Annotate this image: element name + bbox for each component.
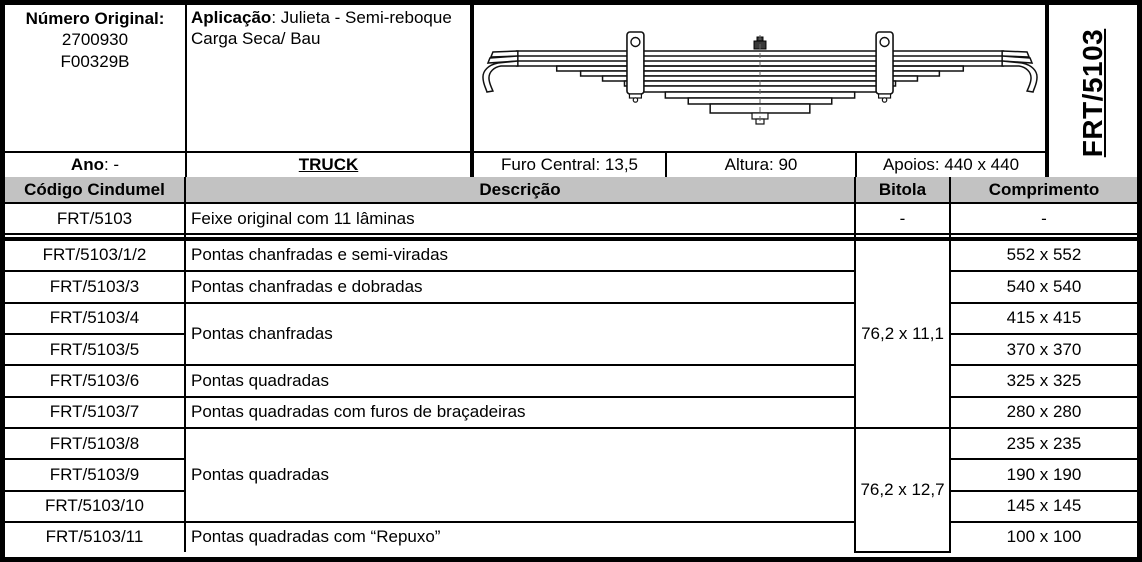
codigo-cell: FRT/5103: [5, 201, 186, 236]
comprimento-cell: 415 x 415: [949, 301, 1137, 336]
table-row: FRT/5103/5 370 x 370: [5, 332, 1137, 367]
bitola-cell: [854, 233, 951, 240]
comprimento-cell: 235 x 235: [949, 426, 1137, 461]
bitola-group-cell: 76,2 x 12,7: [854, 426, 951, 554]
leaf-spring-diagram-icon: [482, 31, 1038, 125]
original-number-label: Número Original:: [25, 9, 165, 28]
header-codigo: Código Cindumel: [5, 177, 186, 204]
original-number-cell: Número Original: 2700930 F00329B: [5, 5, 185, 151]
year-value: : -: [103, 155, 120, 174]
codigo-cell: FRT/5103/9: [5, 458, 186, 492]
descricao-cell: Pontas chanfradas e dobradas: [184, 270, 856, 304]
descricao-group-cell: Pontas chanfradas: [184, 301, 856, 367]
application-cell: Aplicação: Julieta - Semi-reboque Carga …: [187, 5, 470, 151]
leaf-spring-drawing: [472, 5, 1045, 151]
codigo-cell: [5, 233, 186, 240]
comprimento-cell: 100 x 100: [949, 520, 1137, 552]
comprimento-cell: 325 x 325: [949, 364, 1137, 398]
header-comprimento: Comprimento: [949, 177, 1137, 204]
codigo-cell: FRT/5103/10: [5, 489, 186, 523]
table-row: FRT/5103/1/2 Pontas chanfradas e semi-vi…: [5, 236, 1137, 429]
parts-table-wrap: Código Cindumel Descrição Bitola Comprim…: [5, 177, 1137, 554]
parts-table: Código Cindumel Descrição Bitola Comprim…: [5, 177, 1137, 554]
header-descricao: Descrição: [184, 177, 856, 204]
year-cell: Ano: -: [5, 153, 185, 177]
comprimento-cell: 280 x 280: [949, 395, 1137, 429]
original-number-value-1: 2700930: [61, 30, 129, 50]
table-row: FRT/5103/3 Pontas chanfradas e dobradas …: [5, 270, 1137, 304]
top-section: Número Original: 2700930 F00329B Aplicaç…: [5, 5, 1137, 177]
original-number-value-2: F00329B: [60, 51, 130, 71]
comprimento-cell: -: [949, 201, 1137, 236]
height-spec: Altura: 90: [667, 153, 855, 177]
codigo-cell: FRT/5103/8: [5, 426, 186, 461]
part-code-vertical: FRT/5103: [1077, 28, 1108, 158]
comprimento-cell: 370 x 370: [949, 332, 1137, 367]
table-header-row: Código Cindumel Descrição Bitola Comprim…: [5, 177, 1137, 204]
codigo-cell: FRT/5103/3: [5, 270, 186, 304]
center-hole-spec: Furo Central: 13,5: [472, 153, 665, 177]
header-bitola: Bitola: [854, 177, 951, 204]
table-row: FRT/5103/6 Pontas quadradas 325 x 325: [5, 364, 1137, 398]
codigo-cell: FRT/5103/7: [5, 395, 186, 429]
table-row: FRT/5103/9 190 x 190: [5, 458, 1137, 492]
descricao-group-cell: Pontas quadradas: [184, 426, 856, 523]
descricao-cell: [184, 233, 856, 240]
descricao-cell: Pontas quadradas com “Repuxo”: [184, 520, 856, 552]
codigo-cell: FRT/5103/1/2: [5, 236, 186, 273]
table-row: FRT/5103/10 145 x 145: [5, 489, 1137, 523]
descricao-cell: Pontas quadradas: [184, 364, 856, 398]
bitola-group-cell: 76,2 x 11,1: [854, 236, 951, 429]
table-row: FRT/5103/4 Pontas chanfradas 415 x 415: [5, 301, 1137, 367]
descricao-cell: Pontas chanfradas e semi-viradas: [184, 236, 856, 273]
table-row: FRT/5103/8 Pontas quadradas 76,2 x 12,7 …: [5, 426, 1137, 554]
codigo-cell: FRT/5103/11: [5, 520, 186, 552]
table-row: FRT/5103/11 Pontas quadradas com “Repuxo…: [5, 520, 1137, 552]
comprimento-cell: 145 x 145: [949, 489, 1137, 523]
comprimento-cell: 190 x 190: [949, 458, 1137, 492]
codigo-cell: FRT/5103/6: [5, 364, 186, 398]
application-label: Aplicação: [191, 8, 272, 27]
vehicle-type: TRUCK: [187, 153, 470, 177]
descricao-cell: Pontas quadradas com furos de braçadeira…: [184, 395, 856, 429]
comprimento-cell: 552 x 552: [949, 236, 1137, 273]
part-code-vertical-cell: FRT/5103: [1047, 5, 1137, 177]
table-row: FRT/5103/7 Pontas quadradas com furos de…: [5, 395, 1137, 429]
supports-spec: Apoios: 440 x 440: [857, 153, 1045, 177]
year-label: Ano: [70, 155, 104, 174]
table-row: FRT/5103 Feixe original com 11 lâminas -…: [5, 201, 1137, 236]
descricao-cell: Feixe original com 11 lâminas: [184, 201, 856, 236]
comprimento-cell: [949, 233, 1137, 240]
bitola-cell: -: [854, 201, 951, 236]
table-row-empty: [5, 233, 1137, 240]
application-value: : Julieta - Semi-reboque Carga Seca/ Bau: [191, 8, 452, 48]
codigo-cell: FRT/5103/4: [5, 301, 186, 336]
comprimento-cell: 540 x 540: [949, 270, 1137, 304]
codigo-cell: FRT/5103/5: [5, 332, 186, 367]
